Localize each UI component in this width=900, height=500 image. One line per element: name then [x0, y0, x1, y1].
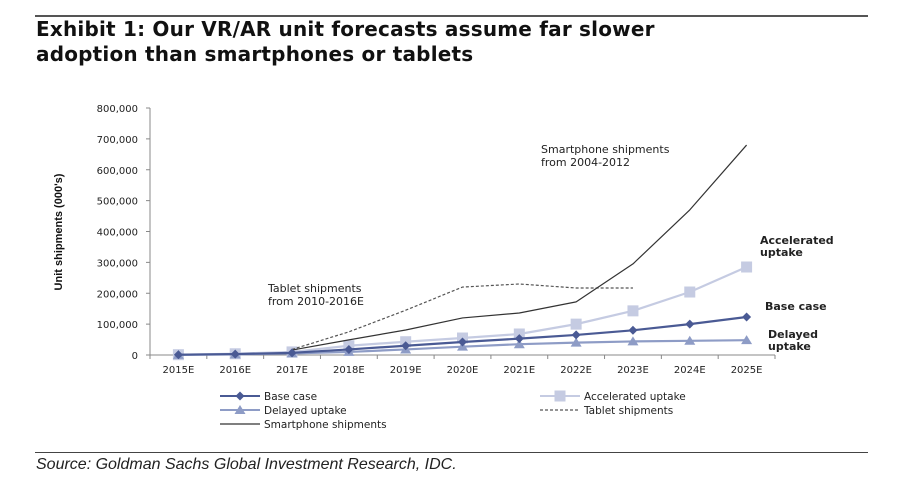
point-base-case-marker — [458, 337, 467, 347]
x-tick-label: 2025E — [731, 365, 763, 376]
legend-label-smartphone-shipments: Smartphone shipments — [264, 419, 387, 431]
x-tick-label: 2017E — [276, 365, 308, 376]
y-tick-label: 600,000 — [97, 166, 138, 177]
legend-label-tablet-shipments: Tablet shipments — [583, 405, 673, 417]
point-base-case-marker — [685, 319, 695, 329]
legend-item-base-case: Base case — [220, 391, 317, 403]
y-tick-label: 100,000 — [97, 320, 138, 331]
point-delayed-uptake-marker — [570, 337, 582, 347]
legend-label-delayed-uptake: Delayed uptake — [264, 405, 347, 417]
x-tick-label: 2018E — [333, 365, 365, 376]
point-delayed-uptake-marker — [513, 339, 525, 349]
y-tick-label: 400,000 — [97, 228, 138, 239]
point-accelerated-uptake-marker — [684, 286, 696, 298]
legend-item-tablet-shipments: Tablet shipments — [540, 405, 673, 417]
legend-accelerated-uptake-marker — [554, 390, 566, 402]
y-tick-label: 700,000 — [97, 135, 138, 146]
source-note: Source: Goldman Sachs Global Investment … — [36, 456, 457, 473]
point-delayed-uptake-marker — [741, 335, 753, 345]
label-delayed-line1: Delayed — [768, 328, 818, 341]
legend-base-case-marker — [235, 391, 245, 401]
series-base-case — [173, 312, 752, 360]
x-tick-label: 2021E — [503, 365, 535, 376]
legend: Base case Accelerated uptake Delayed uptak… — [220, 390, 686, 431]
point-base-case-marker — [230, 349, 240, 359]
point-delayed-uptake-marker — [684, 335, 696, 345]
point-base-case-marker — [287, 348, 297, 358]
top-rule — [35, 15, 868, 17]
x-tick-label: 2022E — [560, 365, 592, 376]
x-axis-ticks: 2015E 2016E 2017E 2018E 2019E 2020E 2021E 2022E… — [149, 355, 776, 376]
x-tick-label: 2023E — [617, 365, 649, 376]
series-tablet-shipments — [291, 283, 633, 351]
legend-item-smartphone-shipments: Smartphone shipments — [220, 419, 387, 431]
y-axis-label: Unit shipments (000's) — [53, 173, 65, 290]
y-tick-label: 300,000 — [97, 258, 138, 269]
point-base-case-marker — [571, 330, 581, 340]
label-accelerated-line1: Accelerated — [760, 234, 834, 247]
point-accelerated-uptake-marker — [570, 318, 582, 330]
legend-item-accelerated-uptake: Accelerated uptake — [540, 390, 686, 403]
point-accelerated-uptake-marker — [513, 328, 525, 340]
legend-label-accelerated-uptake: Accelerated uptake — [584, 391, 686, 403]
y-tick-label: 800,000 — [97, 104, 138, 115]
legend-label-base-case: Base case — [264, 391, 317, 403]
x-tick-label: 2019E — [390, 365, 422, 376]
y-axis-ticks: 0 100,000 200,000 300,000 400,000 500,000 600,… — [97, 104, 150, 362]
label-base-case: Base case — [765, 300, 827, 313]
y-tick-label: 500,000 — [97, 197, 138, 208]
annotation-tablet-line1: Tablet shipments — [267, 282, 362, 295]
point-base-case-marker — [344, 344, 354, 354]
annotation-smartphone-line2: from 2004-2012 — [541, 156, 630, 169]
point-base-case-marker — [514, 334, 524, 344]
legend-delayed-uptake-marker — [234, 405, 246, 414]
label-accelerated-line2: uptake — [760, 246, 803, 259]
annotation-smartphone-line1: Smartphone shipments — [541, 143, 670, 156]
series-line-tablet-shipments — [291, 283, 633, 351]
bottom-rule — [35, 452, 868, 453]
annotation-tablet-line2: from 2010-2016E — [268, 295, 364, 308]
title-line-1: Exhibit 1: Our VR/AR unit forecasts assu… — [36, 17, 655, 41]
label-delayed-line2: uptake — [768, 340, 811, 353]
x-tick-label: 2020E — [447, 365, 479, 376]
point-base-case-marker — [628, 325, 638, 335]
point-accelerated-uptake-marker — [627, 305, 639, 317]
point-base-case-marker — [401, 341, 411, 351]
y-tick-label: 200,000 — [97, 289, 138, 300]
x-tick-label: 2016E — [219, 365, 251, 376]
exhibit-title: Exhibit 1: Our VR/AR unit forecasts assu… — [36, 17, 866, 67]
series-line-smartphone-shipments — [291, 144, 748, 351]
point-base-case-marker — [173, 350, 183, 360]
series-delayed-uptake — [172, 335, 753, 359]
series-group — [172, 144, 753, 361]
point-accelerated-uptake-marker — [741, 261, 753, 273]
y-tick-label: 0 — [132, 351, 138, 362]
line-chart: 0 100,000 200,000 300,000 400,000 500,000 600,… — [53, 104, 834, 431]
legend-item-delayed-uptake: Delayed uptake — [220, 405, 347, 417]
point-delayed-uptake-marker — [627, 336, 639, 346]
x-tick-label: 2015E — [163, 365, 195, 376]
title-line-2: adoption than smartphones or tablets — [36, 42, 474, 66]
x-tick-label: 2024E — [674, 365, 706, 376]
point-base-case-marker — [742, 312, 752, 322]
series-smartphone-shipments — [291, 144, 748, 351]
